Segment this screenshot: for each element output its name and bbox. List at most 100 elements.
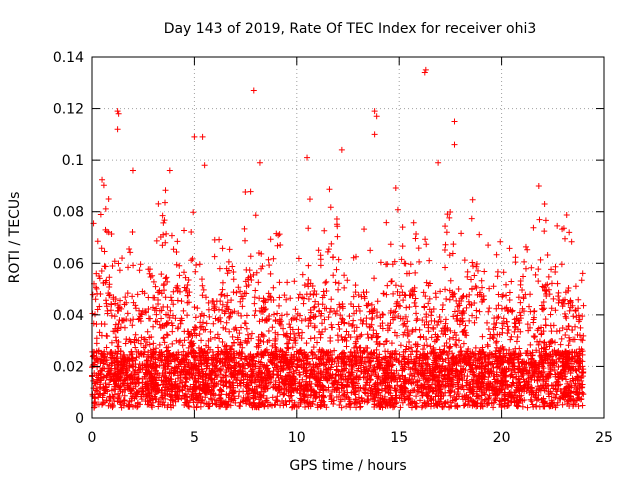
data-point-marker (575, 296, 582, 303)
data-point-marker (551, 366, 558, 373)
data-point-marker (364, 331, 371, 338)
data-point-marker (351, 328, 358, 335)
data-point-marker (145, 266, 152, 273)
data-point-marker (413, 231, 420, 238)
data-point-marker (566, 307, 573, 314)
data-point-marker (481, 391, 488, 398)
data-point-marker (145, 401, 152, 408)
data-point-marker (431, 317, 438, 324)
data-point-marker (135, 316, 142, 323)
data-point-marker (211, 253, 218, 260)
data-point-marker (223, 265, 230, 272)
data-point-marker (353, 360, 360, 367)
data-point-marker (408, 288, 415, 295)
data-point-marker (413, 353, 420, 360)
data-point-marker (114, 307, 121, 314)
data-point-marker (169, 322, 176, 329)
data-point-marker (231, 367, 238, 374)
data-point-marker (362, 358, 369, 365)
data-point-marker (131, 374, 138, 381)
data-point-marker (579, 402, 586, 409)
data-point-marker (542, 382, 549, 389)
data-point-marker (231, 326, 238, 333)
data-point-marker (548, 266, 555, 273)
data-point-marker (112, 334, 119, 341)
data-point-marker (374, 298, 381, 305)
data-point-marker (410, 379, 417, 386)
data-point-marker (499, 325, 506, 332)
data-point-marker (378, 359, 385, 366)
data-point-marker (328, 374, 335, 381)
data-point-marker (176, 339, 183, 346)
data-point-marker (314, 402, 321, 409)
data-point-marker (391, 350, 398, 357)
data-point-marker (275, 232, 282, 239)
data-point-marker (270, 371, 277, 378)
data-point-marker (412, 269, 419, 276)
data-point-marker (403, 343, 410, 350)
data-point-marker (170, 288, 177, 295)
data-point-marker (133, 354, 140, 361)
data-point-marker (484, 319, 491, 326)
data-point-marker (278, 312, 285, 319)
data-point-marker (500, 353, 507, 360)
data-point-marker (528, 264, 535, 271)
data-point-marker (390, 316, 397, 323)
data-point-marker (159, 386, 166, 393)
data-point-marker (226, 246, 233, 253)
data-point-marker (519, 287, 526, 294)
data-point-marker (353, 307, 360, 314)
data-point-marker (540, 284, 547, 291)
data-point-marker (327, 366, 334, 373)
data-point-marker (355, 303, 362, 310)
data-point-marker (134, 291, 141, 298)
data-point-marker (458, 352, 465, 359)
data-point-marker (234, 336, 241, 343)
data-point-marker (95, 394, 102, 401)
data-point-marker (558, 335, 565, 342)
data-point-marker (539, 283, 546, 290)
data-point-marker (188, 229, 195, 236)
data-point-marker (478, 402, 485, 409)
data-point-marker (541, 399, 548, 406)
data-point-marker (439, 302, 446, 309)
data-point-marker (566, 334, 573, 341)
data-point-marker (453, 342, 460, 349)
data-point-marker (160, 231, 167, 238)
data-point-marker (531, 308, 538, 315)
data-point-marker (196, 261, 203, 268)
data-point-marker (473, 403, 480, 410)
data-point-marker (127, 338, 134, 345)
data-point-marker (367, 350, 374, 357)
data-point-marker (500, 269, 507, 276)
data-point-marker (565, 323, 572, 330)
data-point-marker (277, 402, 284, 409)
data-point-marker (185, 277, 192, 284)
data-point-marker (327, 204, 334, 211)
data-point-marker (136, 315, 143, 322)
data-point-marker (224, 292, 231, 299)
data-point-marker (124, 290, 131, 297)
data-point-marker (412, 235, 419, 242)
data-point-marker (266, 262, 273, 269)
data-point-marker (141, 290, 148, 297)
data-point-marker (379, 311, 386, 318)
data-point-marker (160, 381, 167, 388)
data-point-marker (547, 371, 554, 378)
data-point-marker (101, 248, 108, 255)
data-point-marker (129, 228, 136, 235)
data-point-marker (162, 199, 169, 206)
data-point-marker (122, 340, 129, 347)
data-point-marker (211, 368, 218, 375)
data-point-marker (222, 343, 229, 350)
data-point-marker (358, 394, 365, 401)
data-point-marker (366, 382, 373, 389)
data-point-marker (499, 293, 506, 300)
data-point-marker (548, 280, 555, 287)
data-point-marker (542, 357, 549, 364)
data-point-marker (239, 295, 246, 302)
data-point-marker (283, 401, 290, 408)
data-point-marker (573, 389, 580, 396)
data-point-marker (517, 281, 524, 288)
